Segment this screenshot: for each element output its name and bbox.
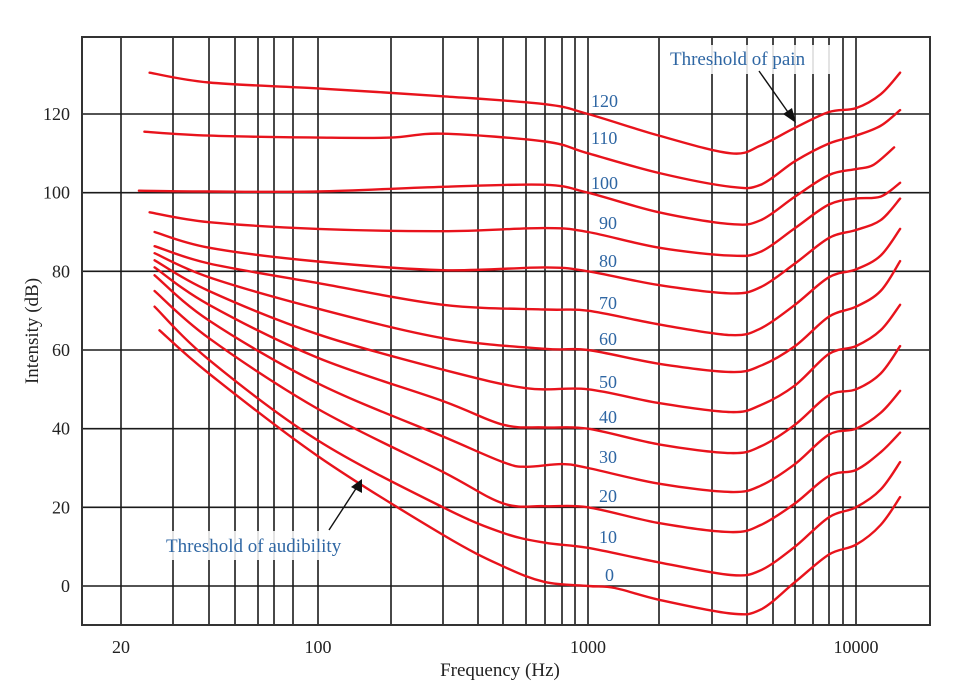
arrowhead-icon bbox=[351, 479, 362, 493]
y-tick-label: 20 bbox=[52, 497, 70, 517]
curve-10-phon bbox=[153, 305, 902, 577]
curve-label-80: 80 bbox=[599, 251, 617, 271]
annotation-background bbox=[667, 45, 831, 74]
curve-label-60: 60 bbox=[599, 329, 617, 349]
curve-label-40: 40 bbox=[599, 407, 617, 427]
y-tick-label: 60 bbox=[52, 340, 70, 360]
curve-label-0: 0 bbox=[605, 565, 614, 585]
x-tick-label: 10000 bbox=[834, 637, 879, 657]
curve-50-phon bbox=[153, 259, 902, 414]
arrowhead-icon bbox=[783, 108, 796, 123]
y-tick-label: 40 bbox=[52, 419, 70, 439]
curve-label-90: 90 bbox=[599, 213, 617, 233]
y-tick-label: 100 bbox=[43, 183, 70, 203]
curve-100-phon bbox=[137, 146, 896, 226]
threshold-of-audibility-annotation: Threshold of audibility bbox=[164, 479, 390, 560]
curve-label-100: 100 bbox=[591, 173, 618, 193]
curve-80-phon bbox=[153, 197, 902, 295]
y-axis-ticks: 0 20 40 60 80 100 120 bbox=[43, 104, 70, 596]
curve-40-phon bbox=[153, 266, 902, 455]
threshold-of-audibility-label: Threshold of audibility bbox=[166, 536, 342, 557]
threshold-of-pain-annotation: Threshold of pain bbox=[667, 45, 831, 123]
plot-frame bbox=[81, 36, 931, 626]
x-axis-ticks: 20 100 1000 10000 bbox=[112, 637, 879, 657]
curve-label-50: 50 bbox=[599, 372, 617, 392]
curve-label-20: 20 bbox=[599, 486, 617, 506]
curve-label-70: 70 bbox=[599, 293, 617, 313]
threshold-of-pain-arrow bbox=[758, 70, 791, 116]
curve-70-phon bbox=[153, 227, 902, 337]
threshold-of-audibility-arrow bbox=[328, 486, 358, 531]
curve-30-phon bbox=[153, 274, 902, 494]
x-tick-label: 1000 bbox=[570, 637, 606, 657]
curve-label-120: 120 bbox=[591, 91, 618, 111]
x-tick-label: 20 bbox=[112, 637, 130, 657]
y-tick-label: 0 bbox=[61, 576, 70, 596]
curve-110-phon bbox=[143, 108, 902, 190]
curve-label-10: 10 bbox=[599, 527, 617, 547]
curve-60-phon bbox=[153, 252, 902, 374]
curve-label-30: 30 bbox=[599, 447, 617, 467]
x-tick-label: 100 bbox=[305, 637, 332, 657]
annotation-background bbox=[164, 531, 390, 560]
y-tick-label: 120 bbox=[43, 104, 70, 124]
curve-90-phon bbox=[148, 181, 902, 258]
curve-layer bbox=[137, 71, 902, 616]
curve-0-phon bbox=[158, 329, 902, 616]
x-axis-title: Frequency (Hz) bbox=[440, 660, 560, 681]
curve-20-phon bbox=[153, 289, 902, 534]
curve-label-110: 110 bbox=[591, 128, 617, 148]
y-tick-label: 80 bbox=[52, 261, 70, 281]
threshold-of-pain-label: Threshold of pain bbox=[670, 49, 806, 70]
y-axis-title: Intensity (dB) bbox=[22, 278, 43, 384]
curve-120-phon bbox=[148, 71, 902, 155]
